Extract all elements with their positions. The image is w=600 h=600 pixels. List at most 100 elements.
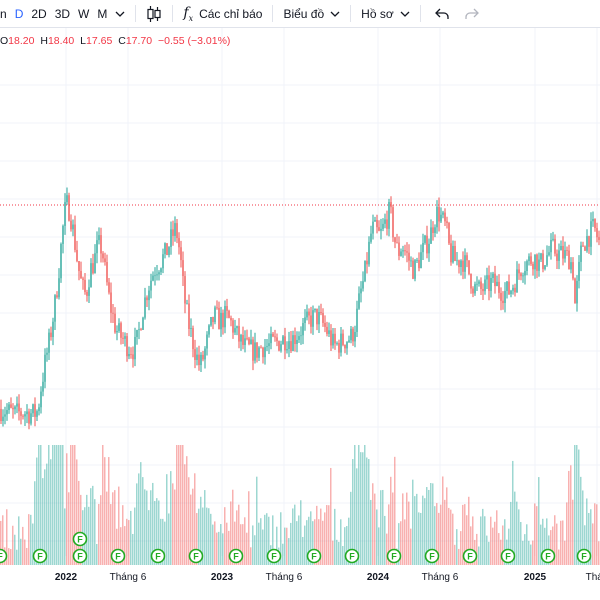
event-marker[interactable]: F bbox=[576, 548, 592, 564]
candle-body bbox=[220, 312, 222, 330]
event-marker[interactable]: F bbox=[344, 548, 360, 564]
event-marker[interactable]: F bbox=[462, 548, 478, 564]
volume-bar bbox=[262, 529, 264, 565]
candle-body bbox=[192, 328, 194, 350]
candle-body bbox=[130, 353, 132, 355]
candle-body bbox=[450, 243, 452, 263]
volume-bar bbox=[414, 496, 416, 565]
event-marker[interactable]: F bbox=[110, 548, 126, 564]
volume-bar bbox=[150, 490, 152, 565]
volume-bar bbox=[16, 549, 18, 565]
volume-bar bbox=[122, 505, 124, 565]
undo-icon[interactable] bbox=[427, 0, 457, 27]
volume-bar bbox=[314, 519, 316, 565]
candle-body bbox=[594, 218, 596, 229]
volume-bar bbox=[580, 476, 582, 565]
event-marker[interactable]: F bbox=[188, 548, 204, 564]
candle-body bbox=[150, 280, 152, 291]
volume-bar bbox=[104, 457, 106, 565]
event-marker[interactable]: F bbox=[540, 548, 556, 564]
event-marker[interactable]: F bbox=[150, 548, 166, 564]
candle-body bbox=[290, 341, 292, 351]
event-marker[interactable]: F bbox=[0, 548, 8, 564]
profile-menu-button[interactable]: Hồ sơ bbox=[357, 0, 414, 27]
candle-body bbox=[20, 411, 22, 416]
candle-body bbox=[268, 343, 270, 347]
interval-3d[interactable]: 3D bbox=[54, 6, 71, 21]
volume-bar bbox=[520, 522, 522, 565]
volume-bar bbox=[550, 530, 552, 565]
interval-partial[interactable]: n bbox=[0, 6, 7, 21]
candle-body bbox=[510, 290, 512, 295]
volume-bar bbox=[526, 524, 528, 565]
candle-body bbox=[482, 288, 484, 292]
indicators-button[interactable]: fx Các chỉ báo bbox=[179, 0, 266, 27]
candle-body bbox=[396, 242, 398, 244]
x-tick-label: Tháng 6 bbox=[266, 572, 303, 583]
candle-body bbox=[218, 307, 220, 330]
event-marker[interactable]: F bbox=[72, 548, 88, 564]
volume-bar bbox=[184, 464, 186, 565]
candle-body bbox=[284, 336, 286, 351]
interval-chevron-down-icon[interactable] bbox=[111, 0, 129, 27]
volume-bar bbox=[438, 512, 440, 565]
volume-bar bbox=[350, 491, 352, 565]
volume-bar bbox=[542, 518, 544, 565]
redo-icon[interactable] bbox=[457, 0, 487, 27]
candle-body bbox=[206, 334, 208, 349]
volume-bar bbox=[590, 509, 592, 565]
volume-bar bbox=[130, 510, 132, 565]
interval-d[interactable]: D bbox=[14, 6, 24, 21]
event-marker[interactable]: F bbox=[266, 548, 282, 564]
candle-body bbox=[60, 243, 62, 279]
x-tick-label: 2023 bbox=[211, 572, 234, 583]
indicators-label: Các chỉ báo bbox=[199, 6, 263, 21]
event-marker-label: F bbox=[581, 552, 587, 562]
candle-body bbox=[194, 349, 196, 360]
volume-bar bbox=[326, 505, 328, 565]
candle-body bbox=[122, 337, 124, 339]
event-marker[interactable]: F bbox=[424, 548, 440, 564]
interval-m[interactable]: M bbox=[97, 6, 108, 21]
event-marker[interactable]: F bbox=[306, 548, 322, 564]
event-marker[interactable]: F bbox=[386, 548, 402, 564]
volume-bar bbox=[448, 507, 450, 565]
candle-body bbox=[342, 333, 344, 345]
x-tick-label: 2024 bbox=[367, 572, 390, 583]
candle-body bbox=[308, 311, 310, 316]
candle-body bbox=[364, 260, 366, 282]
candles-icon[interactable] bbox=[142, 0, 166, 27]
candle-body bbox=[596, 228, 598, 238]
divider bbox=[272, 5, 274, 22]
candle-body bbox=[36, 411, 38, 417]
candle-body bbox=[84, 279, 86, 293]
candle-body bbox=[578, 261, 580, 281]
candle-body bbox=[574, 278, 576, 304]
volume-bar bbox=[18, 516, 20, 565]
event-marker[interactable]: F bbox=[500, 548, 516, 564]
event-marker[interactable]: F bbox=[72, 531, 88, 547]
candle-body bbox=[548, 252, 550, 256]
candle-body bbox=[472, 288, 474, 294]
volume-bar bbox=[390, 476, 392, 565]
event-marker-label: F bbox=[349, 552, 355, 562]
candle-body bbox=[0, 408, 2, 422]
volume-bar bbox=[596, 504, 598, 565]
candle-body bbox=[82, 278, 84, 280]
volume-bar bbox=[70, 445, 72, 565]
event-marker[interactable]: F bbox=[32, 548, 48, 564]
interval-w[interactable]: W bbox=[78, 6, 90, 21]
interval-2d[interactable]: 2D bbox=[31, 6, 47, 21]
top-toolbar: n D 2D 3D W M fx Các chỉ báo Biểu đồ Hồ … bbox=[0, 0, 600, 28]
candle-body bbox=[200, 354, 202, 366]
volume-bar bbox=[56, 445, 58, 565]
candle-body bbox=[516, 269, 518, 293]
volume-bar bbox=[208, 508, 210, 565]
event-marker[interactable]: F bbox=[228, 548, 244, 564]
candle-body bbox=[92, 263, 94, 274]
volume-bar bbox=[416, 493, 418, 565]
candle-body bbox=[506, 281, 508, 291]
candle-body bbox=[96, 240, 98, 254]
chart-menu-button[interactable]: Biểu đồ bbox=[279, 0, 344, 27]
